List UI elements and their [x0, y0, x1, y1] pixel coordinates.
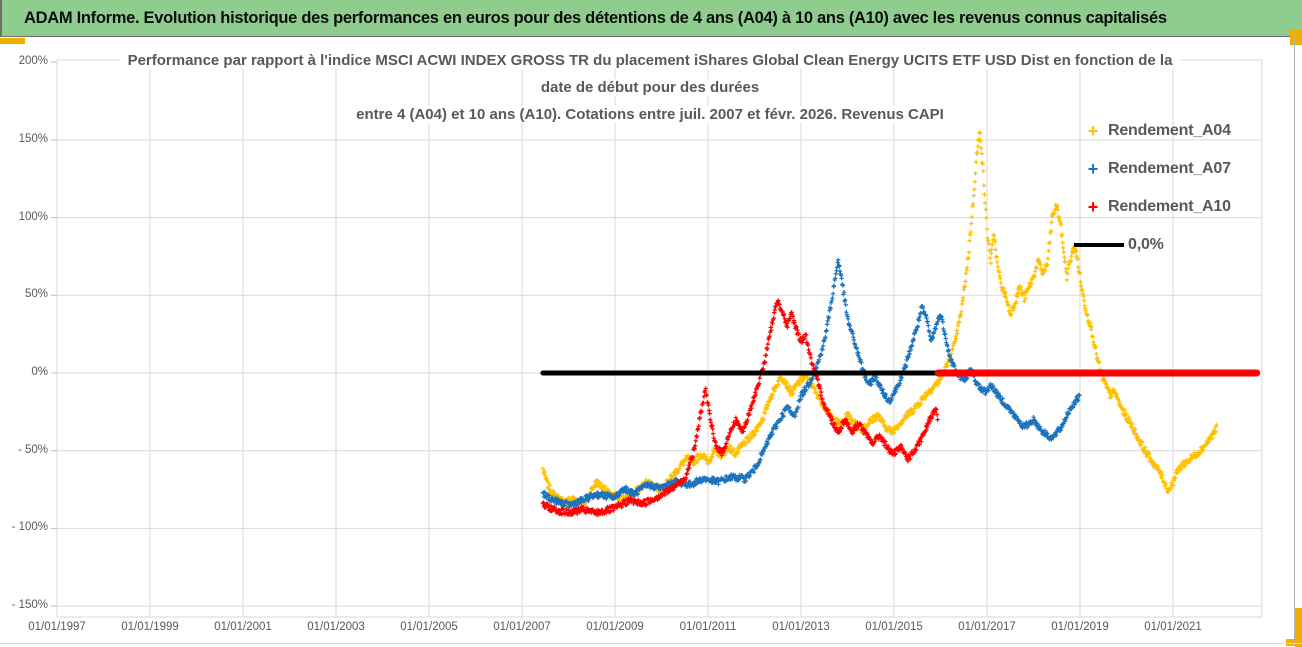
a07-plus-marker-icon: + [1087, 159, 1099, 179]
x-axis-label: 01/01/1997 [28, 621, 86, 633]
bottom-border-line [0, 643, 1302, 644]
y-axis-label: - 150% [11, 599, 48, 612]
a04-plus-marker-icon: + [1087, 121, 1099, 141]
header-bar: ADAM Informe. Evolution historique des p… [0, 0, 1302, 37]
legend-label: Rendement_A07 [1108, 160, 1231, 177]
x-axis-label: 01/01/2019 [1051, 621, 1109, 633]
series-rendement_a07 [540, 257, 1082, 510]
x-axis-label: 01/01/2003 [307, 621, 365, 633]
y-axis-label: 0% [31, 366, 48, 378]
y-axis-label: - 100% [11, 521, 48, 534]
legend-item-zero-line: 0,0% [1074, 226, 1293, 264]
x-axis-label: 01/01/2011 [679, 621, 737, 633]
a10-plus-marker-icon: + [1087, 197, 1099, 217]
y-axis-label: - 50% [17, 443, 48, 456]
legend-label: Rendement_A04 [1108, 122, 1231, 139]
x-axis-label: 01/01/2015 [865, 621, 923, 633]
chart-title: Performance par rapport à l'indice MSCI … [90, 47, 1210, 128]
right-border-line [1294, 38, 1295, 643]
chart-title-line1: Performance par rapport à l'indice MSCI … [90, 47, 1210, 74]
header-title: ADAM Informe. Evolution historique des p… [24, 8, 1167, 27]
x-axis-label: 01/01/2021 [1144, 621, 1202, 633]
legend-label: Rendement_A10 [1108, 198, 1231, 215]
x-axis-label: 01/01/2013 [772, 621, 830, 633]
y-axis-label: 100% [18, 210, 48, 223]
x-axis-label: 01/01/1999 [121, 621, 179, 633]
chart-title-line2: date de début pour des durées [90, 74, 1210, 101]
corner-accent-bottom-right-icon [1295, 608, 1302, 647]
chart-legend: + Rendement_A04 + Rendement_A07 + Rendem… [1074, 112, 1293, 264]
x-axis-label: 01/01/2007 [493, 621, 551, 633]
legend-label: 0,0% [1128, 236, 1164, 253]
series-rendement_a10 [540, 298, 940, 518]
corner-accent-top-right-icon [1290, 30, 1302, 45]
y-axis-label: 200% [18, 55, 48, 68]
x-axis-label: 01/01/2017 [958, 621, 1016, 633]
x-axis-label: 01/01/2009 [586, 621, 644, 633]
x-axis-label: 01/01/2001 [214, 621, 272, 633]
y-axis-label: 50% [24, 288, 48, 301]
x-axis-label: 01/01/2005 [400, 621, 458, 633]
zero-line-marker-icon [1074, 243, 1124, 247]
legend-item-rendement-a07: + Rendement_A07 [1078, 150, 1293, 188]
legend-item-rendement-a04: + Rendement_A04 [1078, 112, 1293, 150]
header-accent-left [0, 38, 25, 44]
legend-item-rendement-a10: + Rendement_A10 [1078, 188, 1293, 226]
y-axis-label: 150% [18, 132, 48, 145]
chart-title-line3: entre 4 (A04) et 10 ans (A10). Cotations… [90, 101, 1210, 128]
